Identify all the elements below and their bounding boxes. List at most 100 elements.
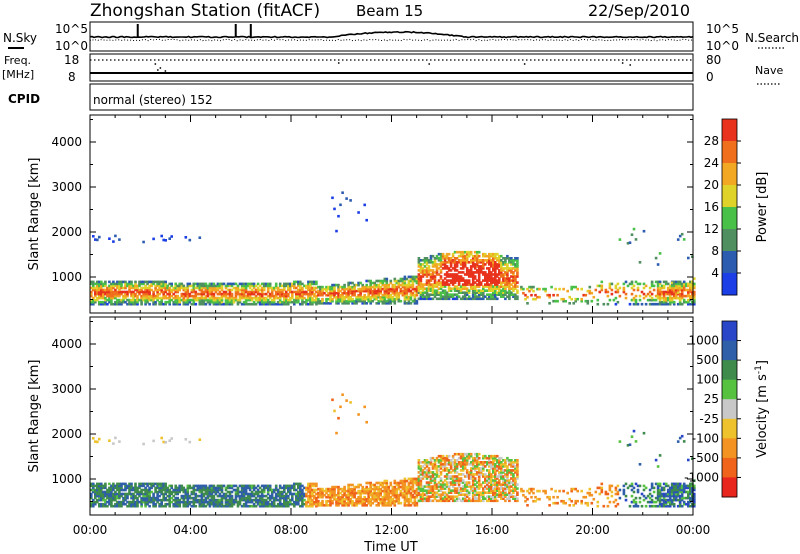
echo-cell xyxy=(492,493,495,496)
echo-cell xyxy=(260,290,264,294)
echo-cell xyxy=(238,282,242,286)
echo-cell xyxy=(172,502,175,506)
echo-cell xyxy=(178,286,181,290)
echo-cell xyxy=(349,487,352,491)
echo-cell xyxy=(313,286,316,290)
echo-cell xyxy=(168,290,171,294)
echo-cell xyxy=(152,298,155,302)
echo-cell xyxy=(361,504,364,507)
echo-cell xyxy=(150,284,153,288)
echo-cell xyxy=(482,265,485,268)
echo-cell xyxy=(498,487,501,490)
echo-cell xyxy=(158,502,161,506)
echo-cell xyxy=(514,471,517,474)
echo-cell xyxy=(498,263,501,266)
echo-cell xyxy=(164,296,167,300)
echo-cell xyxy=(490,271,493,274)
echo-cell xyxy=(502,469,505,472)
echo-cell xyxy=(381,483,385,487)
echo-cell xyxy=(335,499,338,503)
echo-cell xyxy=(516,463,519,466)
echo-cell xyxy=(427,475,431,478)
echo-cell xyxy=(419,263,423,266)
echo-cell xyxy=(357,483,360,487)
echo-cell xyxy=(329,293,332,297)
echo-cell xyxy=(465,261,469,264)
nsearch-top-tick: 10^5 xyxy=(706,22,739,36)
echo-cell xyxy=(425,273,429,276)
echo-cell xyxy=(315,296,318,300)
colorbar-swatch xyxy=(722,185,737,208)
echo-cell xyxy=(516,475,519,478)
echo-cell xyxy=(186,290,190,294)
echo-cell xyxy=(423,261,427,264)
echo-cell xyxy=(106,496,109,500)
echo-cell xyxy=(162,484,165,488)
echo-cell xyxy=(178,300,181,304)
echo-cell xyxy=(506,263,509,266)
echo-cell xyxy=(467,275,471,278)
echo-cell xyxy=(204,486,208,490)
echo-cell xyxy=(451,497,455,500)
echo-cell xyxy=(558,287,561,291)
echo-cell xyxy=(168,484,171,488)
echo-cell xyxy=(242,296,246,300)
echo-cell xyxy=(475,279,479,282)
echo-cell xyxy=(236,302,240,306)
echo-cell xyxy=(510,469,513,472)
echo-cell xyxy=(317,493,320,497)
echo-cell xyxy=(347,487,350,491)
echo-cell xyxy=(455,497,459,500)
echo-cell xyxy=(363,487,366,491)
echo-cell xyxy=(482,465,485,468)
echo-cell xyxy=(467,499,471,503)
echo-cell xyxy=(451,254,455,258)
echo-cell xyxy=(461,493,465,496)
echo-cell xyxy=(262,292,266,296)
echo-cell xyxy=(92,437,95,440)
echo-cell xyxy=(670,290,674,294)
echo-cell xyxy=(158,498,161,502)
echo-cell xyxy=(514,281,517,284)
echo-cell xyxy=(459,499,463,503)
echo-cell xyxy=(240,286,244,290)
echo-cell xyxy=(276,498,280,502)
echo-cell xyxy=(160,290,163,294)
echo-cell xyxy=(504,271,507,274)
echo-cell xyxy=(283,302,286,306)
echo-cell xyxy=(492,273,495,276)
echo-cell xyxy=(186,298,190,302)
echo-cell xyxy=(252,282,256,286)
echo-cell xyxy=(136,300,139,304)
echo-cell xyxy=(250,290,254,294)
echo-cell xyxy=(379,297,382,301)
echo-cell xyxy=(325,299,328,303)
nave-dot xyxy=(523,63,526,65)
echo-cell xyxy=(118,238,121,241)
echo-cell xyxy=(188,502,192,506)
echo-cell xyxy=(278,302,282,306)
echo-cell xyxy=(164,502,167,506)
echo-cell xyxy=(423,271,427,274)
echo-cell xyxy=(311,298,314,302)
echo-cell xyxy=(403,299,407,303)
echo-cell xyxy=(576,297,579,301)
echo-cell xyxy=(178,500,181,504)
echo-cell xyxy=(670,288,674,292)
echo-cell xyxy=(130,482,133,486)
echo-cell xyxy=(451,295,455,298)
echo-cell xyxy=(144,504,147,508)
echo-cell xyxy=(164,300,167,304)
cpid-value: normal (stereo) 152 xyxy=(93,93,213,107)
echo-cell xyxy=(293,280,296,284)
echo-cell xyxy=(514,275,517,278)
echo-cell xyxy=(268,284,272,288)
echo-cell xyxy=(329,295,332,299)
echo-cell xyxy=(120,492,123,496)
echo-cell xyxy=(244,502,248,506)
echo-cell xyxy=(506,285,509,288)
echo-cell xyxy=(144,286,147,290)
echo-cell xyxy=(244,302,248,306)
echo-cell xyxy=(506,295,509,298)
echo-cell xyxy=(447,485,451,488)
